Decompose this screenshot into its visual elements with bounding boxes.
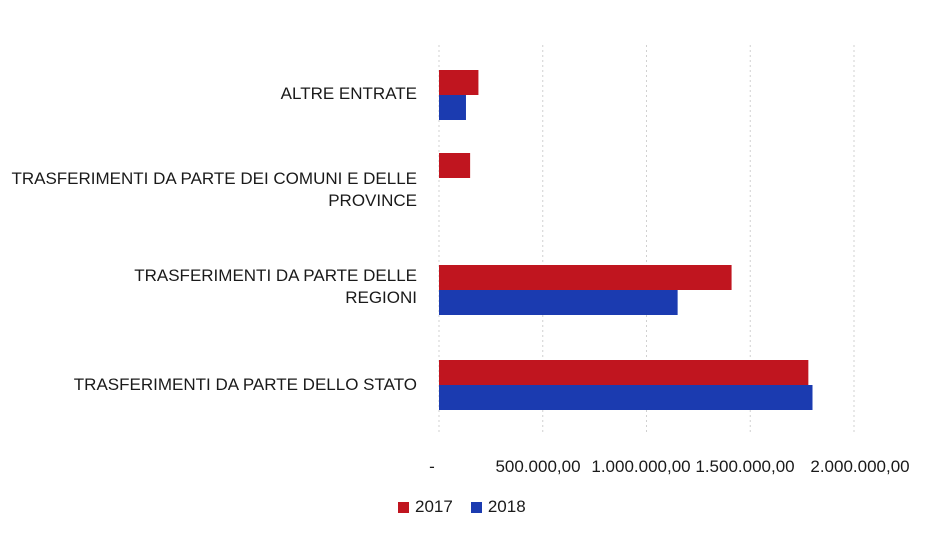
x-tick-label-1: 500.000,00 <box>495 457 580 476</box>
x-tick-label-3: 1.500.000,00 <box>695 457 794 476</box>
legend-item-2018: 2018 <box>470 497 526 517</box>
bar-2017-3 <box>439 360 809 385</box>
x-tick-label-2: 1.000.000,00 <box>591 457 690 476</box>
bar-2017-1 <box>439 153 471 178</box>
legend-item-2017: 2017 <box>398 497 453 517</box>
legend-swatch-2017 <box>398 501 409 513</box>
bar-2018-3 <box>439 385 813 410</box>
category-label-altre-entrate: ALTRE ENTRATE <box>280 84 417 103</box>
category-label-regioni: TRASFERIMENTI DA PARTE DELLE REGIONI <box>134 266 417 308</box>
category-label-comuni-province: TRASFERIMENTI DA PARTE DEI COMUNI E DELL… <box>11 169 417 211</box>
bar-2018-2 <box>439 290 678 315</box>
bar-2017-2 <box>439 265 732 290</box>
category-label-stato: TRASFERIMENTI DA PARTE DELLO STATO <box>73 375 417 394</box>
bar-2018-0 <box>439 95 466 120</box>
legend-label-2018: 2018 <box>487 497 526 516</box>
x-tick-label-4: 2.000.000,00 <box>810 457 909 476</box>
legend-label-2017: 2017 <box>415 497 453 516</box>
legend: 2017 2018 <box>398 497 526 517</box>
x-tick-label-0: - <box>429 457 435 476</box>
bar-2017-0 <box>439 70 479 95</box>
legend-swatch-2018 <box>470 501 482 513</box>
